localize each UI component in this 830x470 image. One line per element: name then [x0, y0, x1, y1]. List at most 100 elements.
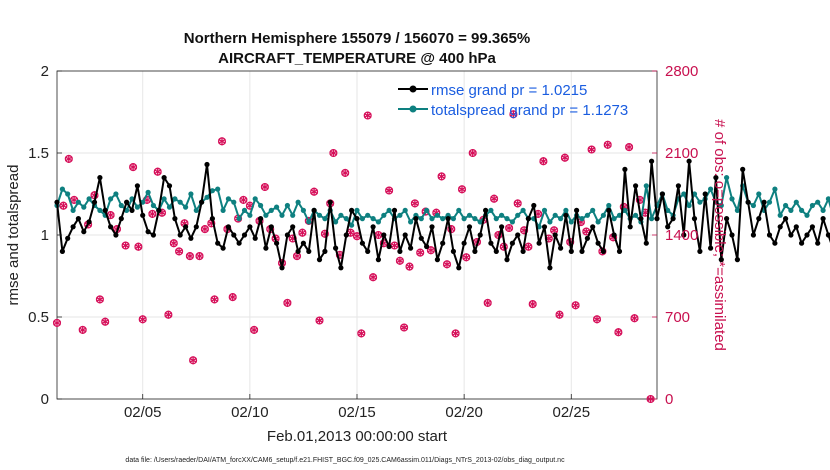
spread-point	[306, 219, 312, 225]
obs-assimilated-stroke	[582, 228, 591, 235]
obs-assimilated-stroke	[164, 312, 173, 318]
spread-point	[697, 199, 703, 205]
y-tick-label: 0	[41, 391, 49, 408]
obs-assimilated-stroke	[499, 244, 508, 250]
rmse-point	[386, 243, 392, 250]
rmse-point	[456, 265, 462, 271]
obs-assimilated-stroke	[524, 244, 533, 250]
spread-point	[70, 207, 76, 213]
rmse-point	[729, 232, 735, 238]
obs-marker	[200, 225, 209, 234]
spread-point	[274, 204, 280, 210]
obs-assimilated-stroke	[483, 300, 492, 306]
obs-assimilated-stroke	[447, 226, 456, 232]
spread-point	[793, 199, 799, 205]
spread-point	[633, 212, 639, 218]
spread-point	[558, 216, 564, 222]
spread-point	[606, 202, 612, 209]
spread-point	[150, 202, 156, 209]
obs-marker	[357, 329, 366, 338]
spread-point	[552, 212, 558, 218]
spread-point	[424, 207, 430, 213]
spread-point	[263, 212, 269, 218]
rmse-point	[734, 257, 741, 263]
obs-marker	[555, 310, 564, 319]
spread-point	[247, 212, 253, 218]
spread-point	[97, 207, 103, 213]
rmse-point	[81, 229, 87, 235]
spread-point	[236, 216, 242, 222]
spread-point	[145, 189, 151, 195]
spread-point	[563, 207, 569, 213]
rmse-point	[675, 183, 682, 189]
rmse-point	[75, 216, 81, 222]
obs-marker	[134, 242, 143, 251]
rmse-point	[306, 248, 312, 254]
obs-marker	[95, 295, 104, 304]
rmse-point	[750, 232, 757, 238]
obs-marker	[505, 223, 514, 233]
rmse-point	[558, 245, 564, 251]
spread-point	[611, 216, 617, 222]
obs-assimilated-stroke	[451, 330, 460, 336]
rmse-point	[54, 199, 60, 205]
x-tick-label: 02/05	[124, 404, 162, 421]
spread-point	[541, 207, 548, 213]
obs-assimilated-stroke	[134, 244, 143, 250]
rmse-point	[311, 207, 317, 213]
rmse-point	[209, 216, 215, 222]
rmse-point	[349, 207, 355, 213]
spread-point	[134, 204, 140, 210]
spread-point	[456, 207, 462, 213]
spread-point	[450, 216, 456, 222]
spread-point	[108, 196, 114, 202]
obs-assimilated-stroke	[587, 146, 596, 153]
y-axis-label: rmse and totalspread	[5, 165, 22, 306]
obs-marker	[625, 143, 634, 152]
spread-point	[477, 219, 483, 225]
spread-point	[188, 191, 194, 197]
rmse-point	[493, 248, 499, 254]
obs-marker	[363, 111, 372, 120]
obs-assimilated-stroke	[468, 150, 477, 156]
obs-marker	[239, 195, 248, 204]
spread-point	[252, 196, 258, 202]
rmse-point	[300, 240, 306, 246]
obs-assimilated-stroke	[646, 396, 655, 402]
obs-markers	[52, 110, 655, 404]
obs-assimilated-stroke	[101, 319, 110, 325]
spread-point	[643, 183, 649, 189]
spread-point	[397, 212, 403, 218]
rmse-point	[343, 232, 349, 238]
rmse-point	[574, 207, 580, 213]
spread-point	[520, 207, 526, 213]
rmse-point	[333, 245, 339, 251]
rmse-point	[584, 235, 591, 241]
obs-assimilated-stroke	[509, 111, 518, 117]
obs-marker	[260, 182, 269, 192]
spread-point	[349, 222, 355, 228]
spread-point	[493, 216, 499, 222]
spread-point	[59, 186, 65, 192]
spread-point	[777, 212, 783, 218]
spread-point	[65, 191, 71, 197]
obs-assimilated-stroke	[411, 200, 419, 206]
rmse-point	[268, 224, 274, 230]
spread-point	[665, 207, 671, 213]
obs-marker	[462, 253, 471, 262]
spread-point	[258, 202, 264, 209]
obs-assimilated-stroke	[315, 317, 324, 324]
spread-point	[81, 204, 87, 210]
rmse-point	[231, 232, 237, 238]
obs-marker	[416, 248, 425, 257]
rmse-point	[761, 199, 767, 205]
obs-assimilated-stroke	[239, 197, 248, 203]
obs-marker	[614, 328, 623, 337]
obs-assimilated-stroke	[210, 296, 219, 302]
obs-assimilated-stroke	[390, 242, 399, 249]
spread-point	[509, 219, 515, 225]
rmse-point	[665, 224, 671, 230]
spread-point	[718, 202, 724, 209]
spread-point	[193, 207, 199, 213]
